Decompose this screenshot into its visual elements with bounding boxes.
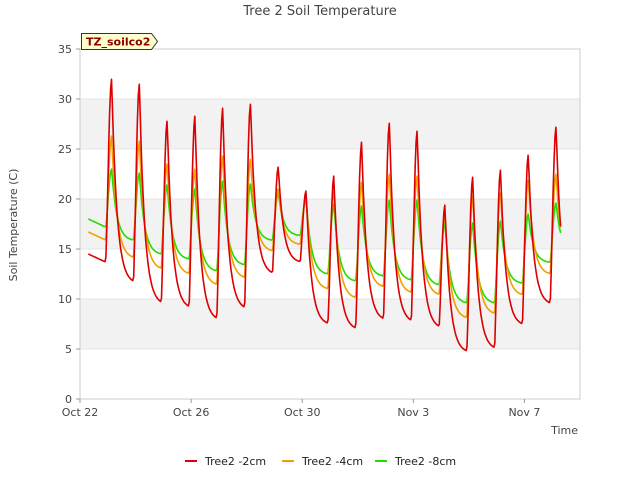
series-lines <box>88 78 562 352</box>
series-line-1 <box>88 78 562 352</box>
y-axis-label: Soil Temperature (C) <box>7 169 20 282</box>
badge-label: TZ_soilco2 <box>86 36 150 49</box>
grid-band <box>80 299 580 349</box>
legend: Tree2 -2cm Tree2 -4cm Tree2 -8cm <box>185 455 456 468</box>
y-tick-label: 20 <box>58 193 72 206</box>
plot-frame <box>79 48 581 400</box>
site-badge: TZ_soilco2 <box>81 33 159 50</box>
x-tick-label: Oct 26 <box>173 406 210 419</box>
badge-box <box>81 33 159 50</box>
y-tick-label: 35 <box>58 43 72 56</box>
chart-title: Tree 2 Soil Temperature <box>242 4 397 19</box>
y-tick-label: 15 <box>58 243 72 256</box>
y-tick-label: 5 <box>65 343 72 356</box>
x-tick-label: Nov 3 <box>397 406 429 419</box>
y-tick-label: 10 <box>58 293 72 306</box>
series-line-2 <box>88 135 562 319</box>
grid-band <box>80 99 580 149</box>
x-tick-label: Oct 30 <box>284 406 321 419</box>
legend-label: Tree2 -8cm <box>394 455 456 468</box>
y-tick-label: 25 <box>58 143 72 156</box>
x-tick-label: Oct 22 <box>62 406 99 419</box>
y-tick-label: 0 <box>65 393 72 406</box>
y-axis-ticks: 0 5 10 15 20 25 30 35 <box>58 43 80 406</box>
y-tick-label: 30 <box>58 93 72 106</box>
x-axis-label: Time <box>550 424 578 437</box>
legend-label: Tree2 -4cm <box>301 455 363 468</box>
legend-label: Tree2 -2cm <box>204 455 266 468</box>
x-tick-label: Nov 7 <box>508 406 540 419</box>
x-axis-ticks: Oct 22 Oct 26 Oct 30 Nov 3 Nov 7 <box>62 399 540 419</box>
grid-bands <box>80 48 580 400</box>
